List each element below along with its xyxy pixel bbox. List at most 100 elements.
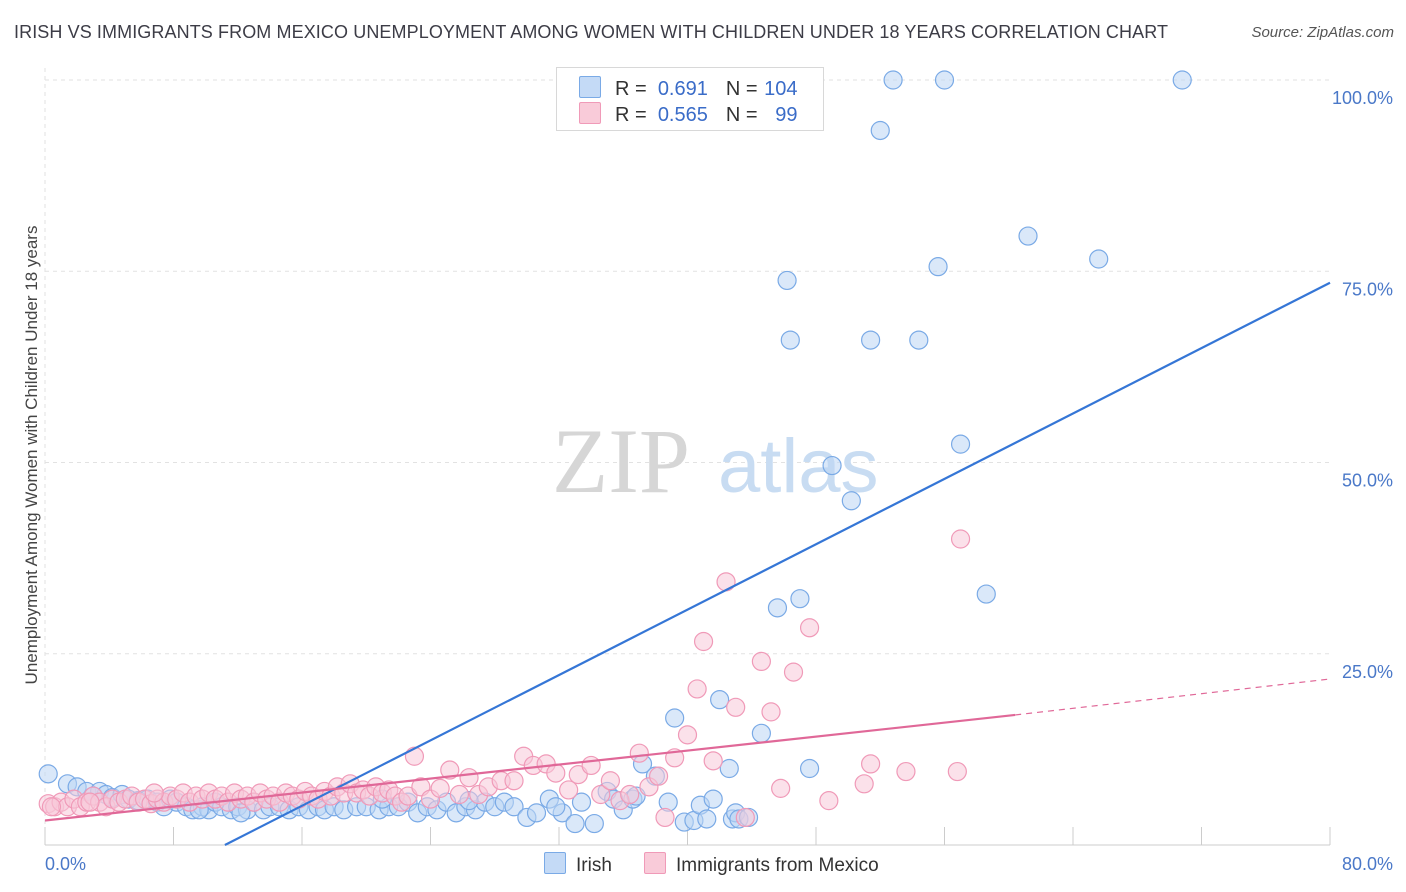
data-point xyxy=(693,631,714,652)
tick-labels: 25.0% 50.0% 75.0% 100.0% 0.0% 80.0% xyxy=(45,88,1393,874)
data-point xyxy=(430,778,450,798)
data-point xyxy=(799,618,820,638)
data-point xyxy=(767,598,788,618)
data-point xyxy=(783,662,804,682)
data-point xyxy=(870,120,890,141)
data-point xyxy=(780,330,800,350)
data-point xyxy=(581,755,601,776)
data-point xyxy=(819,791,839,811)
data-point xyxy=(976,584,996,604)
y-tick-label: 25.0% xyxy=(1342,662,1393,682)
data-point xyxy=(80,792,100,812)
data-point xyxy=(504,771,524,791)
data-point xyxy=(751,651,771,672)
legend-label-irish: Irish xyxy=(576,855,612,876)
axes xyxy=(44,827,1331,846)
data-point xyxy=(41,797,62,817)
series-mexico xyxy=(38,529,971,828)
n-label: N = xyxy=(725,78,758,100)
data-point xyxy=(504,797,524,817)
data-point xyxy=(950,529,971,549)
data-point xyxy=(404,746,425,766)
data-point xyxy=(928,257,948,277)
data-point xyxy=(799,758,820,779)
y-tick-label: 100.0% xyxy=(1332,88,1393,108)
y-tick-label: 50.0% xyxy=(1342,471,1393,491)
data-point xyxy=(909,330,929,350)
data-point xyxy=(546,763,566,783)
data-point xyxy=(526,803,547,823)
r-label: R = xyxy=(615,78,647,100)
data-point xyxy=(896,761,916,782)
data-point xyxy=(584,813,604,834)
y-tick-label: 75.0% xyxy=(1342,279,1393,299)
data-point xyxy=(571,792,592,812)
stats-row-mexico: R = 0.565 N = 99 xyxy=(579,102,798,128)
data-point xyxy=(710,690,730,710)
data-point xyxy=(546,797,566,817)
chart-title: IRISH VS IMMIGRANTS FROM MEXICO UNEMPLOY… xyxy=(14,22,1169,42)
data-point xyxy=(648,766,669,786)
mexico-swatch xyxy=(579,102,601,124)
data-point xyxy=(761,702,781,722)
data-point xyxy=(751,723,771,743)
data-point xyxy=(677,725,698,745)
legend-item-mexico[interactable]: Immigrants from Mexico xyxy=(644,852,879,877)
legend-item-irish[interactable]: Irish xyxy=(544,852,612,877)
data-point xyxy=(790,589,810,609)
legend-swatch-irish xyxy=(544,852,566,874)
stats-legend: R = 0.691 N = 104 R = 0.565 N = 99 xyxy=(556,67,824,131)
watermark: ZIP atlas xyxy=(552,410,879,512)
data-point xyxy=(449,784,470,805)
legend-swatch-mexico xyxy=(644,852,666,874)
data-point xyxy=(665,708,685,728)
watermark-zip: ZIP xyxy=(552,410,690,512)
data-point xyxy=(440,760,460,780)
data-point xyxy=(950,434,971,454)
data-point xyxy=(1089,249,1109,269)
data-point xyxy=(719,758,739,779)
data-point xyxy=(600,771,621,791)
data-point xyxy=(687,679,707,699)
data-point xyxy=(565,813,585,834)
legend-label-mexico: Immigrants from Mexico xyxy=(676,855,879,876)
data-point xyxy=(629,743,649,763)
trend-line xyxy=(224,281,1331,846)
trend-lines xyxy=(44,281,1331,846)
data-point xyxy=(735,807,755,828)
series-legend: Irish Immigrants from Mexico xyxy=(0,852,1406,878)
data-point xyxy=(703,751,723,771)
data-point xyxy=(1172,70,1192,90)
data-point xyxy=(716,572,736,592)
data-point xyxy=(620,784,640,805)
data-point xyxy=(883,70,903,90)
data-point xyxy=(459,768,479,788)
data-point xyxy=(947,761,967,782)
n-value: 104 xyxy=(764,78,798,100)
r-value: 0.565 xyxy=(657,104,708,126)
n-value: 99 xyxy=(775,104,798,126)
trend-line-extension xyxy=(1015,678,1331,716)
n-label: N = xyxy=(725,104,758,126)
data-point xyxy=(861,330,881,350)
data-point xyxy=(854,774,874,794)
y-axis-label: Unemployment Among Women with Children U… xyxy=(22,226,41,685)
data-point xyxy=(703,789,723,809)
data-point xyxy=(934,70,955,90)
irish-swatch xyxy=(579,76,601,98)
data-point xyxy=(726,697,746,717)
data-point xyxy=(697,809,717,829)
trend-line xyxy=(44,713,1016,822)
data-point xyxy=(38,764,58,784)
data-point xyxy=(1018,226,1038,246)
data-point xyxy=(591,784,611,805)
x-tick-label: 0.0% xyxy=(45,854,86,874)
data-point xyxy=(841,491,861,511)
data-point xyxy=(771,778,791,798)
chart-source: Source: ZipAtlas.com xyxy=(1251,24,1394,41)
data-point xyxy=(777,270,797,291)
data-point xyxy=(655,807,675,828)
stats-row-irish: R = 0.691 N = 104 xyxy=(579,76,798,102)
data-point xyxy=(861,754,881,774)
